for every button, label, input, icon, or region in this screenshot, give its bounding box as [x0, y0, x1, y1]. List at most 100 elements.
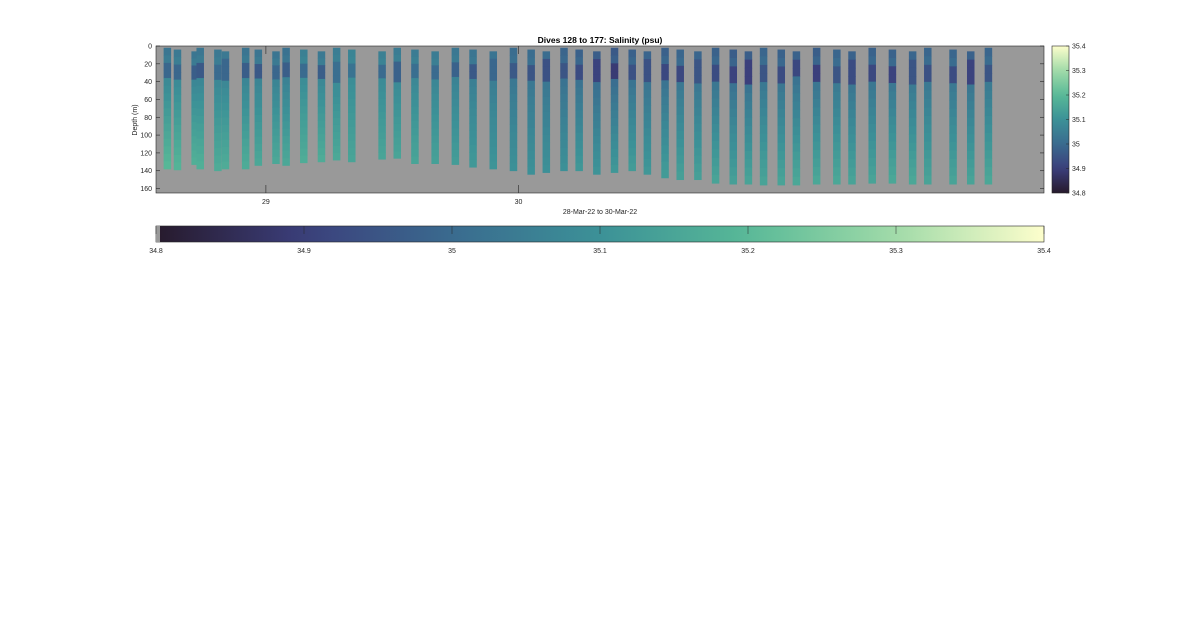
profile-cell	[833, 142, 841, 151]
profile-cell	[661, 80, 669, 89]
profile-cell	[542, 119, 551, 128]
profile-cell	[777, 151, 786, 160]
profile-cell	[173, 102, 182, 111]
profile-cell	[593, 151, 601, 160]
profile-cell	[411, 149, 419, 157]
profile-cell	[191, 100, 199, 109]
profile-cell	[984, 73, 993, 83]
colorbar-v-tick-label: 35.3	[1072, 68, 1086, 75]
profile-cell	[272, 114, 280, 122]
y-tick-label: 60	[144, 97, 152, 104]
colorbar-v-tick-label: 35.2	[1072, 93, 1086, 100]
profile-cell	[908, 76, 917, 85]
profile-cell	[676, 98, 684, 107]
profile-cell	[924, 81, 932, 91]
profile-cell	[792, 118, 801, 127]
profile-cell	[575, 125, 583, 134]
profile-cell	[272, 100, 280, 108]
profile-cell	[191, 122, 199, 130]
profile-cell	[300, 63, 308, 72]
profile-cell	[729, 175, 738, 185]
profile-cell	[332, 103, 341, 112]
profile-cell	[451, 84, 460, 92]
profile-cell	[610, 141, 619, 150]
profile-cell	[378, 138, 386, 147]
colorbar-v-tick-label: 34.9	[1072, 166, 1086, 173]
profile-cell	[489, 73, 498, 82]
profile-cell	[282, 62, 290, 71]
profile-cell	[317, 154, 326, 163]
profile-cell	[628, 95, 636, 103]
profile-cell	[221, 161, 230, 170]
profile-cell	[888, 141, 897, 151]
profile-cell	[661, 55, 669, 65]
profile-column	[643, 51, 652, 175]
profile-column	[431, 51, 439, 164]
profile-cell	[332, 153, 341, 161]
profile-cell	[643, 74, 652, 83]
profile-column	[868, 47, 876, 184]
profile-cell	[272, 142, 280, 150]
profile-cell	[744, 159, 753, 168]
profile-cell	[542, 104, 551, 113]
profile-column	[272, 51, 280, 164]
profile-cell	[214, 125, 222, 134]
profile-column	[966, 51, 975, 185]
profile-cell	[729, 133, 738, 143]
profile-cell	[509, 139, 518, 149]
profile-cell	[411, 142, 419, 150]
profile-cell	[628, 79, 636, 88]
profile-cell	[542, 58, 551, 67]
profile-cell	[214, 155, 222, 164]
profile-cell	[888, 158, 897, 167]
profile-cell	[628, 49, 636, 58]
profile-cell	[300, 77, 308, 86]
profile-cell	[643, 158, 652, 167]
profile-cell	[469, 101, 477, 109]
profile-cell	[560, 70, 568, 79]
colorbar-v-tick-label: 35	[1072, 142, 1080, 149]
profile-cell	[272, 65, 280, 73]
profile-cell	[984, 132, 993, 142]
profile-cell	[966, 150, 975, 160]
profile-cell	[469, 152, 477, 161]
profile-cell	[348, 70, 356, 79]
profile-cell	[163, 123, 172, 132]
profile-cell	[560, 139, 568, 149]
profile-cell	[949, 57, 957, 67]
profile-cell	[848, 167, 856, 177]
profile-cell	[241, 115, 250, 124]
profile-cell	[949, 158, 957, 168]
profile-cell	[348, 147, 356, 156]
profile-cell	[610, 125, 619, 134]
profile-cell	[191, 157, 199, 165]
profile-cell	[451, 120, 460, 129]
profile-cell	[196, 62, 204, 71]
profile-cell	[411, 85, 419, 93]
chart-title: Dives 128 to 177: Salinity (psu)	[538, 35, 663, 45]
profile-cell	[868, 73, 876, 83]
profile-cell	[908, 84, 917, 94]
profile-cell	[489, 95, 498, 104]
profile-cell	[984, 150, 993, 159]
profile-cell	[792, 68, 801, 77]
profile-cell	[469, 145, 477, 153]
profile-cell	[254, 150, 263, 159]
profile-cell	[393, 54, 402, 62]
profile-cell	[560, 47, 568, 56]
profile-cell	[254, 93, 263, 101]
profile-cell	[489, 161, 498, 170]
profile-cell	[575, 79, 583, 88]
profile-cell	[509, 163, 518, 172]
profile-cell	[431, 121, 439, 129]
profile-cell	[560, 78, 568, 87]
profile-column	[163, 47, 172, 170]
profile-cell	[812, 158, 821, 168]
profile-cell	[300, 148, 308, 157]
profile-cell	[593, 112, 601, 121]
profile-cell	[777, 74, 786, 84]
profile-cell	[560, 93, 568, 102]
profile-cell	[759, 99, 768, 109]
profile-cell	[451, 113, 460, 122]
profile-cell	[984, 124, 993, 134]
